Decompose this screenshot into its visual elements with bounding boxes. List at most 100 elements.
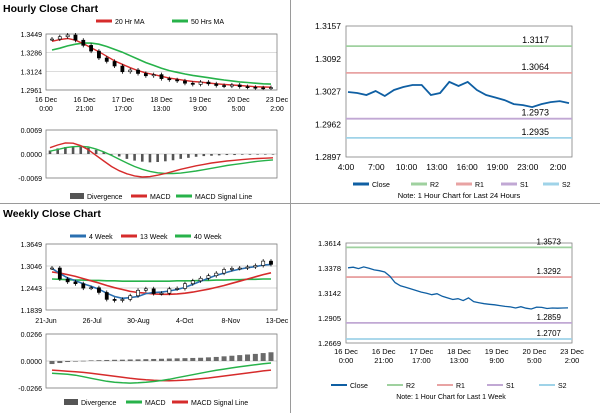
x-tick-label: 4-Oct — [176, 318, 193, 325]
close-candle — [65, 34, 70, 38]
legend-close-label: Close — [372, 182, 390, 189]
divergence-bar — [174, 358, 180, 361]
close-candle — [206, 81, 211, 85]
x-tick-label: 5:00 — [527, 356, 542, 365]
divergence-bar — [96, 360, 102, 361]
x-tick-label: 16 Dec — [73, 97, 96, 104]
y-tick-label: 1.2961 — [21, 88, 43, 95]
y-tick-label: -0.0266 — [18, 386, 42, 393]
x-tick-label: 19:00 — [487, 162, 509, 172]
level-r1-value: 1.3292 — [537, 267, 562, 276]
y-tick-label: 1.2905 — [318, 314, 341, 323]
legend-macd-signal-label: MACD Signal Line — [191, 400, 248, 407]
divergence-bar — [237, 355, 243, 361]
divergence-bar — [127, 359, 133, 361]
x-tick-label: 4:00 — [338, 162, 355, 172]
divergence-bar — [171, 154, 175, 161]
level-s1-value: 1.2973 — [521, 108, 549, 118]
divergence-bar — [151, 358, 157, 361]
level-s1-value: 1.2859 — [537, 313, 562, 322]
divergence-bar — [79, 146, 83, 154]
x-tick-label: 13-Dec — [266, 318, 289, 325]
y-tick-label: 1.2443 — [21, 286, 43, 293]
close-candle — [143, 288, 148, 291]
divergence-bar — [117, 154, 121, 157]
divergence-bar — [80, 360, 86, 362]
close-candle — [198, 81, 203, 85]
y-tick-label: 0.0000 — [21, 152, 43, 159]
x-tick-label: 19 Dec — [485, 347, 509, 356]
divergence-bar — [245, 354, 251, 361]
x-tick-label: 2:00 — [565, 356, 580, 365]
close-candle — [190, 82, 195, 85]
column-divider — [290, 0, 291, 413]
legend-divergence-label: Divergence — [81, 400, 117, 407]
close-candle — [159, 292, 164, 295]
close-candle — [167, 78, 172, 81]
divergence-bar — [252, 353, 258, 361]
weekly-last1w-chart: 1.3614 1.3378 1.3142 1.2905 1.2669 1.3573 1.32… — [291, 218, 600, 413]
x-tick-label: 18 Dec — [447, 347, 471, 356]
x-tick-label: 26-Jul — [83, 318, 103, 325]
legend-divergence-label: Divergence — [87, 194, 123, 201]
hourly-section-title: Hourly Close Chart — [3, 3, 99, 15]
level-s2-value: 1.2707 — [537, 329, 562, 338]
divergence-bar — [112, 359, 118, 361]
y-tick-label: -0.0069 — [18, 176, 42, 183]
weekly-section-title: Weekly Close Chart — [3, 208, 101, 220]
divergence-bar — [140, 154, 144, 162]
divergence-bar — [133, 154, 136, 161]
close-candle — [73, 281, 78, 285]
legend-s1-label: S1 — [520, 182, 529, 189]
close-candle — [261, 87, 266, 90]
legend-divergence-swatch — [64, 399, 78, 405]
legend-4-week-label: 4 Week — [89, 234, 113, 241]
legend-50hr-ma-label: 50 Hrs MA — [191, 19, 224, 26]
divergence-bar — [71, 146, 75, 154]
close-candle — [237, 84, 242, 87]
x-tick-label: 17 Dec — [112, 97, 135, 104]
y-tick-label: 1.3286 — [21, 51, 43, 58]
divergence-bar — [260, 353, 266, 361]
close-candle — [143, 73, 148, 77]
y-tick-label: 1.3649 — [21, 242, 43, 249]
x-tick-label: 17:00 — [114, 106, 132, 113]
plot-frame — [345, 242, 573, 344]
close-candle — [167, 288, 172, 294]
divergence-bar — [205, 357, 211, 361]
y-tick-label: 0.0000 — [21, 359, 43, 366]
close-candle — [97, 50, 101, 59]
y-tick-label: 1.3124 — [21, 69, 43, 76]
weekly-price-chart: 4 Week 13 Week 40 Week 1.3649 1.3046 1.2443 1.… — [0, 222, 290, 328]
x-tick-label: 19 Dec — [189, 97, 212, 104]
close-candle — [120, 299, 125, 301]
close-candle — [183, 283, 187, 289]
close-candle — [104, 292, 109, 300]
close-candle — [57, 267, 62, 280]
level-r1-value: 1.3064 — [521, 62, 549, 72]
close-candle — [253, 265, 258, 268]
close-candle — [50, 267, 54, 270]
divergence-bar — [221, 356, 227, 361]
level-s2-value: 1.2935 — [521, 127, 549, 137]
divergence-bar — [159, 358, 164, 361]
y-tick-label: 1.3449 — [21, 32, 43, 39]
divergence-bar — [135, 359, 141, 361]
close-candle — [214, 272, 219, 276]
divergence-bar — [72, 361, 78, 362]
divergence-bar — [57, 361, 63, 364]
close-candle — [151, 74, 156, 77]
x-tick-label: 5:00 — [232, 106, 246, 113]
x-tick-label: 16 Dec — [334, 347, 358, 356]
x-tick-label: 16 Dec — [35, 97, 58, 104]
close-candle — [104, 57, 109, 62]
close-candle — [120, 65, 125, 73]
y-tick-label: 1.3142 — [318, 289, 341, 298]
x-tick-label: 17 Dec — [409, 347, 433, 356]
divergence-bar — [229, 355, 235, 361]
x-tick-label: 20 Dec — [227, 97, 250, 104]
close-candle — [214, 83, 219, 86]
divergence-bar — [240, 154, 244, 155]
plot-frame — [45, 333, 278, 389]
divergence-bar — [182, 358, 188, 361]
